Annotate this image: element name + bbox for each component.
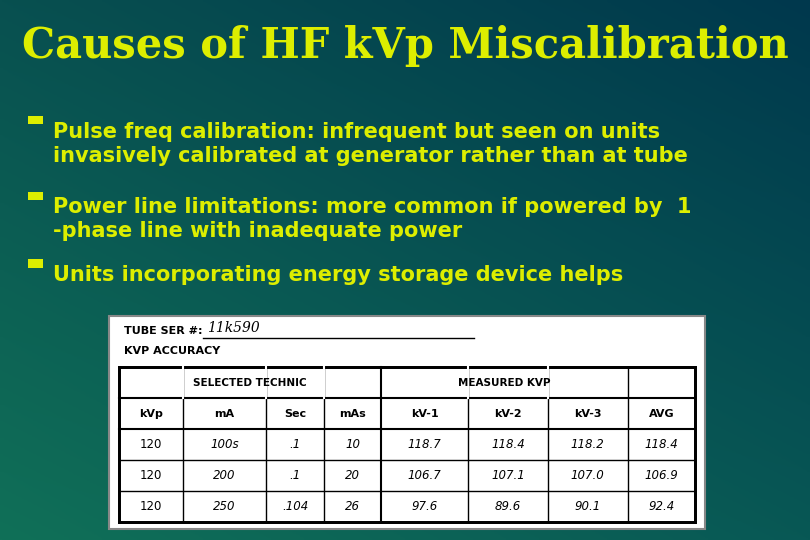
Text: 106.9: 106.9 — [645, 469, 678, 482]
Text: 118.7: 118.7 — [407, 438, 441, 451]
Text: 100s: 100s — [211, 438, 239, 451]
Text: .1: .1 — [289, 469, 301, 482]
Text: TUBE SER #:: TUBE SER #: — [124, 326, 202, 336]
Text: 107.1: 107.1 — [491, 469, 525, 482]
Text: 120: 120 — [140, 469, 162, 482]
Text: 118.4: 118.4 — [645, 438, 678, 451]
Text: 10: 10 — [345, 438, 360, 451]
Bar — [28, 192, 43, 200]
Text: .104: .104 — [282, 500, 308, 513]
Text: KVP ACCURACY: KVP ACCURACY — [124, 346, 220, 356]
Text: SELECTED TECHNIC: SELECTED TECHNIC — [194, 377, 307, 388]
Text: MEASURED KVP: MEASURED KVP — [458, 377, 551, 388]
Text: 118.4: 118.4 — [491, 438, 525, 451]
Text: kV-3: kV-3 — [574, 409, 602, 419]
Text: mAs: mAs — [339, 409, 366, 419]
Text: 90.1: 90.1 — [574, 500, 601, 513]
Text: 106.7: 106.7 — [407, 469, 441, 482]
Text: Pulse freq calibration: infrequent but seen on units
invasively calibrated at ge: Pulse freq calibration: infrequent but s… — [53, 122, 688, 165]
Text: 26: 26 — [345, 500, 360, 513]
Bar — [119, 367, 695, 522]
Text: kV-2: kV-2 — [494, 409, 522, 419]
Text: 11k590: 11k590 — [207, 321, 259, 335]
Text: mA: mA — [215, 409, 235, 419]
Text: 89.6: 89.6 — [495, 500, 521, 513]
Text: 120: 120 — [140, 438, 162, 451]
Text: 107.0: 107.0 — [571, 469, 605, 482]
Text: kV-1: kV-1 — [411, 409, 438, 419]
Bar — [28, 259, 43, 267]
Text: kVp: kVp — [139, 409, 163, 419]
Text: Power line limitations: more common if powered by  1
-phase line with inadequate: Power line limitations: more common if p… — [53, 197, 691, 241]
Bar — [28, 116, 43, 124]
Bar — [109, 316, 705, 529]
Text: 92.4: 92.4 — [648, 500, 675, 513]
Text: 118.2: 118.2 — [571, 438, 605, 451]
Text: Units incorporating energy storage device helps: Units incorporating energy storage devic… — [53, 265, 623, 285]
Text: AVG: AVG — [649, 409, 674, 419]
Text: .1: .1 — [289, 438, 301, 451]
Text: 20: 20 — [345, 469, 360, 482]
Text: 97.6: 97.6 — [411, 500, 437, 513]
Text: 120: 120 — [140, 500, 162, 513]
Text: 200: 200 — [213, 469, 236, 482]
Text: Causes of HF kVp Miscalibration: Causes of HF kVp Miscalibration — [22, 25, 788, 67]
Text: 250: 250 — [213, 500, 236, 513]
Text: Sec: Sec — [284, 409, 306, 419]
